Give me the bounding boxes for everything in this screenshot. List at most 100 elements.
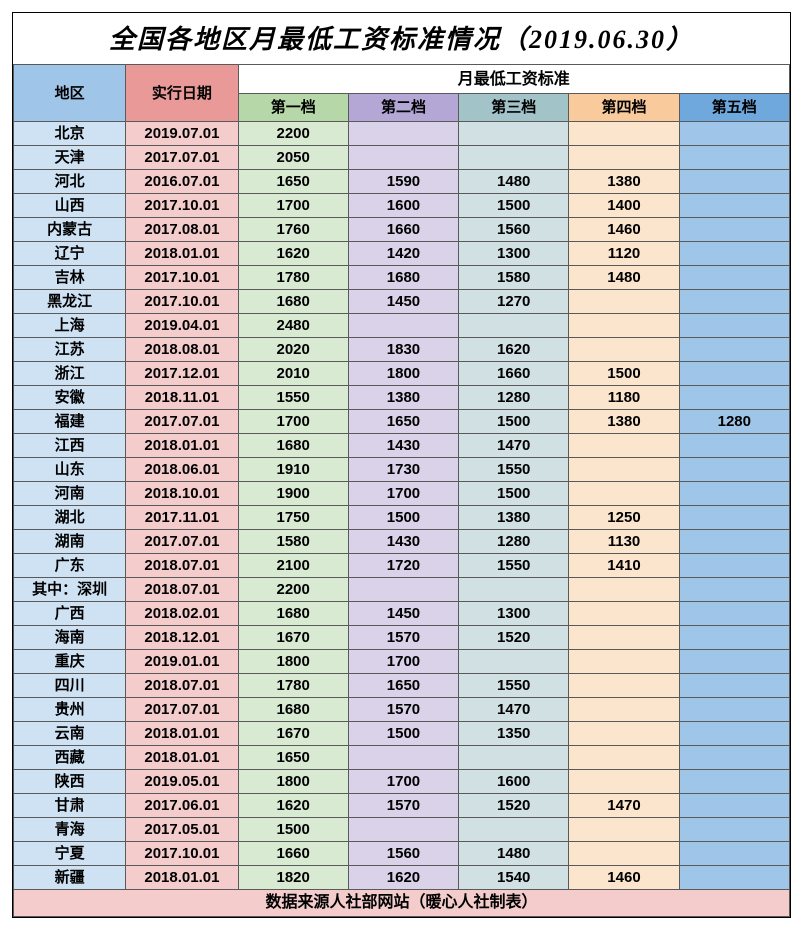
cell-tier-3: 1520 — [459, 794, 569, 818]
cell-tier-5 — [679, 794, 789, 818]
cell-tier-2: 1830 — [348, 338, 458, 362]
cell-date: 2017.11.01 — [126, 506, 238, 530]
cell-tier-3: 1560 — [459, 218, 569, 242]
cell-tier-5 — [679, 242, 789, 266]
cell-date: 2018.12.01 — [126, 626, 238, 650]
table-row: 贵州2017.07.01168015701470 — [14, 698, 790, 722]
cell-tier-1: 1750 — [238, 506, 348, 530]
cell-tier-4 — [569, 314, 679, 338]
cell-tier-2: 1730 — [348, 458, 458, 482]
cell-tier-2 — [348, 314, 458, 338]
cell-tier-4: 1250 — [569, 506, 679, 530]
cell-tier-5 — [679, 194, 789, 218]
cell-tier-5 — [679, 506, 789, 530]
cell-tier-3: 1550 — [459, 458, 569, 482]
table-row: 天津2017.07.012050 — [14, 146, 790, 170]
cell-tier-1: 1620 — [238, 242, 348, 266]
cell-tier-3: 1500 — [459, 410, 569, 434]
cell-tier-4 — [569, 746, 679, 770]
cell-date: 2018.10.01 — [126, 482, 238, 506]
cell-tier-4 — [569, 458, 679, 482]
cell-region: 河南 — [14, 482, 126, 506]
cell-tier-2: 1570 — [348, 794, 458, 818]
cell-tier-4: 1120 — [569, 242, 679, 266]
cell-tier-2: 1800 — [348, 362, 458, 386]
cell-tier-5 — [679, 458, 789, 482]
cell-tier-3: 1660 — [459, 362, 569, 386]
table-row: 广西2018.02.01168014501300 — [14, 602, 790, 626]
table-row: 云南2018.01.01167015001350 — [14, 722, 790, 746]
cell-tier-2: 1500 — [348, 722, 458, 746]
cell-tier-4 — [569, 626, 679, 650]
cell-region: 重庆 — [14, 650, 126, 674]
cell-tier-2: 1500 — [348, 506, 458, 530]
table-row: 安徽2018.11.011550138012801180 — [14, 386, 790, 410]
cell-tier-3: 1520 — [459, 626, 569, 650]
cell-tier-1: 1820 — [238, 866, 348, 890]
cell-tier-4 — [569, 674, 679, 698]
header-tier-3: 第三档 — [459, 94, 569, 122]
page-title: 全国各地区月最低工资标准情况（2019.06.30） — [13, 13, 790, 64]
cell-tier-4 — [569, 650, 679, 674]
cell-tier-1: 1660 — [238, 842, 348, 866]
cell-tier-3: 1280 — [459, 530, 569, 554]
cell-region: 贵州 — [14, 698, 126, 722]
table-row: 甘肃2017.06.011620157015201470 — [14, 794, 790, 818]
cell-tier-5 — [679, 362, 789, 386]
cell-region: 浙江 — [14, 362, 126, 386]
cell-tier-2 — [348, 818, 458, 842]
cell-date: 2017.10.01 — [126, 266, 238, 290]
table-row: 山东2018.06.01191017301550 — [14, 458, 790, 482]
cell-tier-5 — [679, 482, 789, 506]
cell-tier-4 — [569, 434, 679, 458]
cell-tier-1: 1680 — [238, 434, 348, 458]
cell-tier-1: 1620 — [238, 794, 348, 818]
cell-tier-4: 1380 — [569, 170, 679, 194]
cell-tier-2 — [348, 146, 458, 170]
cell-tier-1: 1910 — [238, 458, 348, 482]
cell-tier-4: 1500 — [569, 362, 679, 386]
cell-tier-4: 1130 — [569, 530, 679, 554]
table-row: 陕西2019.05.01180017001600 — [14, 770, 790, 794]
cell-tier-3 — [459, 746, 569, 770]
cell-tier-4 — [569, 770, 679, 794]
cell-region: 上海 — [14, 314, 126, 338]
cell-tier-2: 1380 — [348, 386, 458, 410]
cell-tier-4: 1380 — [569, 410, 679, 434]
cell-tier-4: 1460 — [569, 866, 679, 890]
cell-date: 2017.07.01 — [126, 530, 238, 554]
cell-tier-5 — [679, 314, 789, 338]
cell-tier-5 — [679, 290, 789, 314]
cell-region: 内蒙古 — [14, 218, 126, 242]
cell-tier-3: 1580 — [459, 266, 569, 290]
header-tier-4: 第四档 — [569, 94, 679, 122]
cell-region: 四川 — [14, 674, 126, 698]
cell-date: 2016.07.01 — [126, 170, 238, 194]
table-row: 西藏2018.01.011650 — [14, 746, 790, 770]
cell-tier-4 — [569, 122, 679, 146]
cell-tier-5 — [679, 218, 789, 242]
cell-tier-1: 1700 — [238, 194, 348, 218]
cell-tier-2: 1570 — [348, 626, 458, 650]
table-row: 广东2018.07.012100172015501410 — [14, 554, 790, 578]
cell-tier-3: 1600 — [459, 770, 569, 794]
cell-tier-5 — [679, 650, 789, 674]
cell-date: 2019.07.01 — [126, 122, 238, 146]
cell-tier-5 — [679, 554, 789, 578]
cell-tier-3 — [459, 122, 569, 146]
table-row: 江苏2018.08.01202018301620 — [14, 338, 790, 362]
cell-tier-1: 1680 — [238, 290, 348, 314]
cell-tier-3: 1470 — [459, 698, 569, 722]
cell-tier-3 — [459, 314, 569, 338]
cell-region: 山东 — [14, 458, 126, 482]
cell-tier-5 — [679, 866, 789, 890]
cell-tier-5 — [679, 842, 789, 866]
header-tier-2: 第二档 — [348, 94, 458, 122]
cell-tier-2: 1450 — [348, 602, 458, 626]
cell-tier-1: 1760 — [238, 218, 348, 242]
table-row: 浙江2017.12.012010180016601500 — [14, 362, 790, 386]
cell-tier-3: 1300 — [459, 602, 569, 626]
cell-tier-4 — [569, 818, 679, 842]
table-row: 江西2018.01.01168014301470 — [14, 434, 790, 458]
cell-tier-4: 1470 — [569, 794, 679, 818]
